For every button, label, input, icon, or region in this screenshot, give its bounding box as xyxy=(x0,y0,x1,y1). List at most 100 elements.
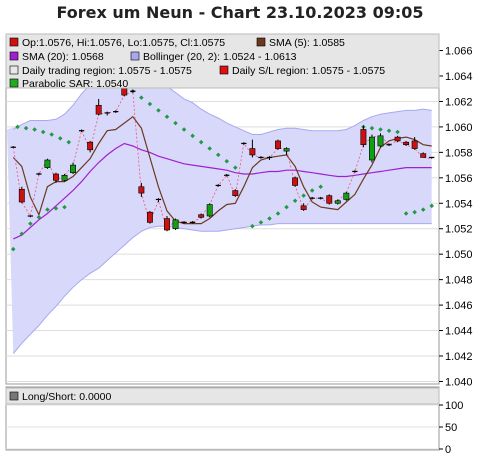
candle xyxy=(300,203,307,211)
sub-legend-swatch xyxy=(9,391,19,401)
candle xyxy=(377,133,384,148)
candle xyxy=(394,135,401,143)
sub-legend-label: Long/Short: 0.0000 xyxy=(22,391,111,403)
legend-swatch xyxy=(9,65,19,75)
sma5-line xyxy=(12,115,432,225)
sar-point xyxy=(19,231,25,237)
y-tick-label: 1.050 xyxy=(445,249,473,261)
candle-body xyxy=(326,195,333,204)
y-tick-label: 1.048 xyxy=(445,275,473,287)
y-tick-label: 1.044 xyxy=(445,326,473,338)
candle xyxy=(249,139,256,158)
candle xyxy=(334,199,341,205)
candle-body xyxy=(394,136,401,142)
sub-legend-box xyxy=(5,387,440,405)
sar-point xyxy=(181,127,187,132)
candle xyxy=(206,203,213,218)
sar-point xyxy=(53,206,59,211)
candle xyxy=(104,111,110,116)
candle xyxy=(78,129,85,132)
bollinger-fill xyxy=(7,74,432,354)
legend-swatch xyxy=(130,51,140,61)
sar-point xyxy=(36,215,42,220)
candle xyxy=(266,156,273,160)
candle xyxy=(318,196,324,200)
candle-body xyxy=(206,204,213,217)
candle-body xyxy=(70,164,76,174)
candle xyxy=(429,156,435,159)
y-tick-label: 1.064 xyxy=(445,71,473,83)
candle xyxy=(95,98,102,116)
candle-body xyxy=(292,177,299,186)
candle xyxy=(18,186,25,204)
bollinger-lower xyxy=(12,223,432,354)
candle xyxy=(27,215,33,218)
candle xyxy=(292,176,299,187)
legend-swatch xyxy=(9,37,19,47)
legend-label: SMA (5): 1.0585 xyxy=(269,37,345,49)
legend-swatch xyxy=(9,78,19,88)
candle-body xyxy=(411,140,418,149)
candle-body xyxy=(403,141,410,146)
candle-body xyxy=(164,218,170,231)
sar-point xyxy=(156,108,161,113)
sub-y-tick-label: 50 xyxy=(445,422,457,434)
candle-body xyxy=(138,186,145,194)
legend-box xyxy=(5,33,440,89)
candle-body xyxy=(360,129,367,146)
candle xyxy=(258,156,264,159)
candle xyxy=(10,146,16,148)
candle-body xyxy=(61,174,68,181)
candle-body xyxy=(172,219,179,230)
legend-label: SMA (20): 1.0568 xyxy=(22,51,104,63)
candle xyxy=(130,90,136,93)
candle xyxy=(403,140,410,146)
candle xyxy=(411,137,418,150)
candle-body xyxy=(420,153,427,158)
candle-body xyxy=(53,173,59,181)
candle xyxy=(386,143,392,146)
candle xyxy=(343,191,350,201)
sma5-path xyxy=(12,115,432,225)
candle-body xyxy=(300,205,307,210)
candle xyxy=(70,162,76,174)
legend-swatch xyxy=(256,37,266,47)
candle xyxy=(172,218,179,230)
candle xyxy=(36,172,42,176)
sub-y-tick-label: 0 xyxy=(445,444,451,456)
legend-label: Daily trading region: 1.0575 - 1.0575 xyxy=(22,65,192,77)
sma20-path xyxy=(13,142,432,240)
y-tick-label: 1.042 xyxy=(445,351,473,363)
candlesticks xyxy=(10,84,435,232)
candle xyxy=(420,152,427,158)
candle-body xyxy=(95,104,102,115)
legend-swatch xyxy=(219,65,229,75)
sl-line xyxy=(12,90,432,231)
candle xyxy=(275,139,281,150)
y-tick-label: 1.054 xyxy=(445,198,473,210)
candle-body xyxy=(334,200,341,204)
legend-label: Bollinger (20, 2): 1.0524 - 1.0613 xyxy=(143,51,297,63)
candle xyxy=(215,184,221,187)
y-tick-label: 1.056 xyxy=(445,173,473,185)
sar-point xyxy=(139,95,144,100)
candle xyxy=(232,189,239,197)
candle xyxy=(189,221,196,224)
candle xyxy=(155,198,162,202)
candle xyxy=(352,170,358,173)
legend-label: Op:1.0576, Hi:1.0576, Lo:1.0575, Cl:1.05… xyxy=(22,37,225,49)
candle xyxy=(326,194,333,205)
candle xyxy=(61,174,68,182)
candle-body xyxy=(44,159,51,168)
candle xyxy=(309,196,315,200)
candle xyxy=(164,216,170,232)
candle xyxy=(198,213,205,219)
y-axis-ticks: 1.066 1.064 1.062 1.060 1.058 1.056 1.054 1.052… xyxy=(439,46,473,388)
candle-body xyxy=(146,211,153,223)
sub-y-tick-label: 100 xyxy=(445,400,463,412)
candle xyxy=(224,174,230,177)
candle xyxy=(369,134,375,163)
candle xyxy=(181,221,187,224)
candle xyxy=(113,110,119,113)
